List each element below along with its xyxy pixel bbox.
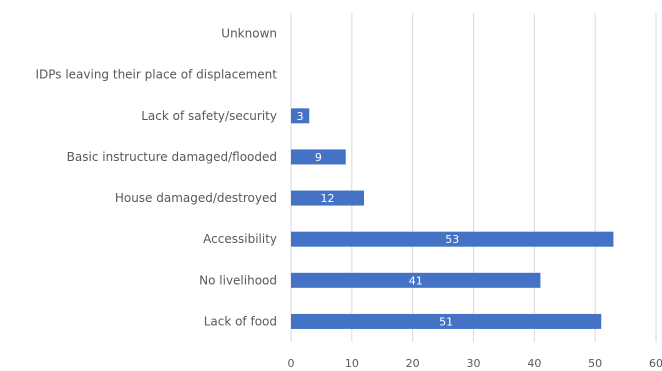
data-label-no-livelihood: 41: [409, 274, 423, 287]
x-tick-label: 20: [406, 357, 420, 370]
bar-no-livelihood: [291, 272, 541, 288]
category-label-basic-instructure-damaged-flooded: Basic instructure damaged/flooded: [67, 150, 277, 164]
bar-lack-of-safety-security: [291, 108, 310, 124]
x-tick-label: 60: [649, 357, 662, 370]
x-tick-label: 30: [467, 357, 481, 370]
bar-basic-instructure-damaged-flooded: [291, 149, 346, 165]
x-tick-label: 0: [288, 357, 295, 370]
x-axis-ticks: 0 10 20 30 40 50 60: [288, 357, 662, 370]
x-tick-label: 40: [527, 357, 541, 370]
bar-house-damaged-destroyed: [291, 190, 364, 206]
data-label-lack-of-food: 51: [439, 315, 453, 328]
bar-lack-of-food: [291, 313, 602, 329]
category-label-idps-leaving-their-place-of-displacement: IDPs leaving their place of displacement: [35, 68, 277, 82]
data-label-lack-of-safety-security: 3: [297, 110, 304, 123]
bar-accessibility: [291, 231, 614, 247]
category-labels: Unknown IDPs leaving their place of displ…: [35, 27, 277, 329]
bars: [291, 108, 614, 329]
data-label-accessibility: 53: [445, 233, 459, 246]
data-label-basic-instructure-damaged-flooded: 9: [315, 151, 322, 164]
data-labels: 3 9 12 53 41 51: [297, 110, 460, 329]
gridlines: [290, 13, 657, 342]
category-label-house-damaged-destroyed: House damaged/destroyed: [115, 191, 277, 205]
data-label-house-damaged-destroyed: 12: [321, 192, 335, 205]
category-label-unknown: Unknown: [221, 27, 277, 41]
x-tick-label: 10: [345, 357, 359, 370]
category-label-accessibility: Accessibility: [203, 232, 277, 246]
category-label-lack-of-safety-security: Lack of safety/security: [141, 109, 277, 123]
x-tick-label: 50: [588, 357, 602, 370]
category-label-no-livelihood: No livelihood: [199, 273, 277, 287]
category-label-lack-of-food: Lack of food: [204, 314, 277, 328]
